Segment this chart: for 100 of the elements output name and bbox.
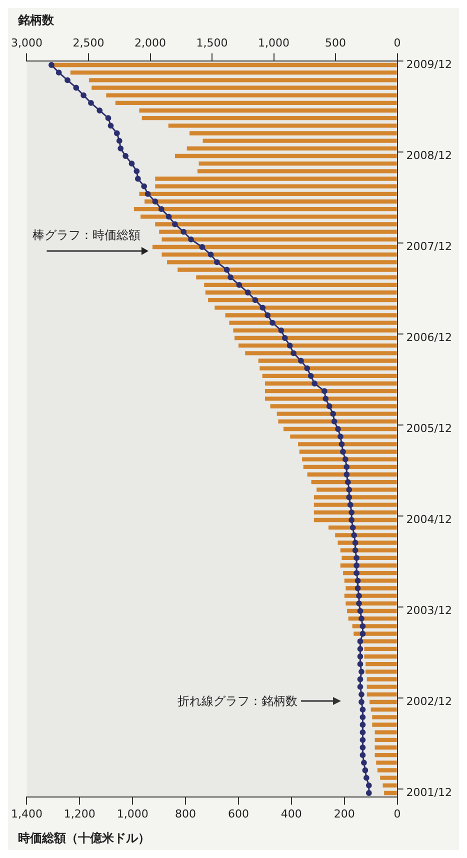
bar xyxy=(155,176,397,181)
bar xyxy=(302,457,397,462)
bar xyxy=(159,230,397,234)
x-axis-title: 時価総額（十億米ドル） xyxy=(18,831,150,845)
x-tick-label: 400 xyxy=(280,807,302,820)
x2-tick-label: 2,500 xyxy=(72,36,104,50)
bar xyxy=(229,320,397,325)
bar xyxy=(344,578,397,583)
bar xyxy=(139,192,397,196)
y-tick-label: 2008/12 xyxy=(406,148,452,162)
y-tick-label: 2004/12 xyxy=(406,512,452,526)
bar xyxy=(376,760,397,765)
bar xyxy=(314,495,397,500)
bar xyxy=(377,768,397,772)
bar xyxy=(307,472,397,477)
bar xyxy=(366,662,397,666)
bar xyxy=(142,116,397,120)
x2-axis-title: 銘柄数 xyxy=(17,13,55,27)
bar xyxy=(115,100,397,105)
bar xyxy=(264,396,397,401)
bar xyxy=(303,464,397,470)
bar xyxy=(366,677,397,682)
bar xyxy=(233,328,397,332)
bar xyxy=(366,692,397,697)
annotation: 棒グラフ：時価総額 xyxy=(32,228,141,242)
bar xyxy=(186,146,397,150)
x2-tick-label: 500 xyxy=(325,36,346,50)
y-tick-label: 2007/12 xyxy=(406,240,452,253)
bar xyxy=(370,708,397,712)
x-tick-label: 1,000 xyxy=(116,807,148,820)
x-tick-label: 200 xyxy=(334,807,355,820)
bar xyxy=(311,480,397,484)
x-tick-label: 0 xyxy=(394,807,401,820)
bar xyxy=(258,358,397,363)
bar xyxy=(106,93,397,98)
bar xyxy=(155,184,397,188)
bar xyxy=(374,745,397,750)
bar xyxy=(260,366,397,370)
x-tick-label: 800 xyxy=(175,807,196,820)
bar xyxy=(168,124,397,128)
bar xyxy=(245,351,397,356)
bar xyxy=(335,533,397,538)
bar xyxy=(208,298,397,302)
bar xyxy=(270,404,397,408)
bar xyxy=(134,206,397,212)
bar xyxy=(144,199,397,204)
bar xyxy=(190,131,397,136)
bar xyxy=(372,722,397,727)
bar xyxy=(314,502,397,507)
bar xyxy=(374,738,397,742)
bar xyxy=(174,154,397,158)
x2-tick-label: 0 xyxy=(394,36,401,50)
bar xyxy=(178,268,397,272)
bar xyxy=(197,169,397,174)
bar xyxy=(264,388,397,394)
bar xyxy=(283,426,397,432)
y-tick-label: 2001/12 xyxy=(406,786,452,799)
bar xyxy=(278,419,397,424)
bar xyxy=(92,86,397,90)
x2-tick-label: 2,000 xyxy=(134,36,166,50)
bar xyxy=(167,260,397,264)
bar xyxy=(366,684,397,689)
bar xyxy=(384,790,397,796)
y-tick-label: 2009/12 xyxy=(406,58,452,71)
x-tick-label: 600 xyxy=(228,807,249,820)
bar xyxy=(155,222,397,226)
bar xyxy=(205,290,397,295)
bar xyxy=(162,252,397,257)
bar xyxy=(314,518,397,522)
x2-tick-label: 3,000 xyxy=(10,36,42,50)
bar xyxy=(140,214,397,219)
bar xyxy=(198,161,397,166)
y-tick-label: 2002/12 xyxy=(406,694,452,708)
bar xyxy=(276,412,397,416)
bar xyxy=(88,78,397,82)
bar xyxy=(338,540,397,545)
y-tick-label: 2003/12 xyxy=(406,604,452,617)
bar xyxy=(238,343,397,348)
bar xyxy=(214,306,397,310)
x2-tick-label: 1,000 xyxy=(258,36,290,50)
bar xyxy=(262,374,397,378)
x2-tick-label: 1,500 xyxy=(196,36,228,50)
bar xyxy=(162,237,397,242)
bar xyxy=(196,275,397,280)
bar xyxy=(382,783,397,788)
bar xyxy=(380,776,397,780)
bar xyxy=(299,450,397,454)
bar xyxy=(374,753,397,758)
bar xyxy=(152,244,397,250)
annotation: 折れ線グラフ：銘柄数 xyxy=(177,694,298,708)
bar xyxy=(139,108,397,113)
bar xyxy=(70,70,397,75)
y-tick-label: 2005/12 xyxy=(406,422,452,435)
bar xyxy=(372,715,397,720)
x-tick-label: 1,400 xyxy=(10,807,42,820)
bar xyxy=(202,138,397,143)
bar xyxy=(316,488,397,492)
bar xyxy=(234,336,397,340)
y-tick-label: 2006/12 xyxy=(406,330,452,344)
bar xyxy=(290,434,397,439)
